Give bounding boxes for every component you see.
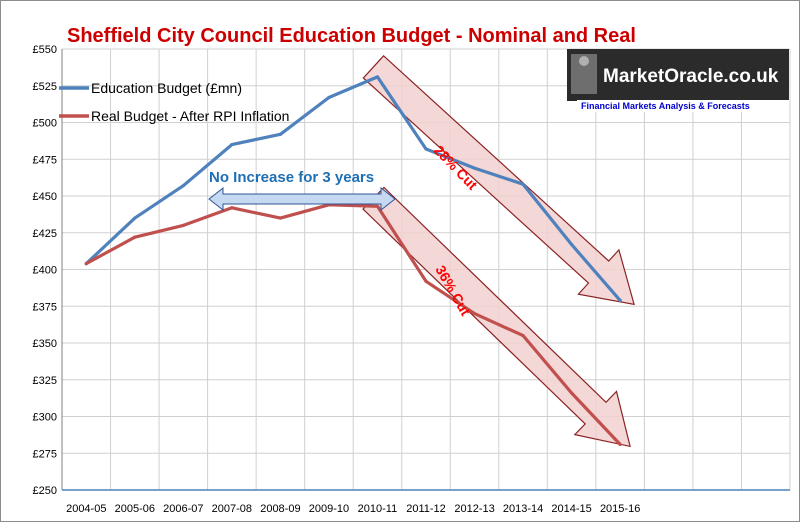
y-tick-label: £400: [33, 265, 57, 277]
flat-period-label: No Increase for 3 years: [209, 169, 374, 186]
data-point-1: [84, 262, 88, 266]
y-tick-label: £275: [33, 448, 57, 460]
data-point-0: [375, 75, 380, 79]
data-point-0: [133, 216, 137, 220]
series-layer: [84, 75, 622, 447]
data-point-0: [230, 142, 234, 147]
double-arrow-icon: [208, 186, 396, 212]
series-line-0: [84, 75, 622, 302]
y-tick-label: £325: [33, 375, 57, 387]
logo-tagline-bg: [577, 100, 789, 112]
logo-name: MarketOracle.co.uk: [603, 66, 779, 87]
logo-background: [567, 49, 789, 101]
data-point-0: [521, 182, 525, 186]
legend-label-real: Real Budget - After RPI Inflation: [91, 108, 289, 124]
legend-label-nominal: Education Budget (£mn): [91, 80, 242, 96]
x-tick-label: 2011-12: [406, 503, 446, 515]
logo-tagline: Financial Markets Analysis & Forecasts: [581, 101, 750, 111]
data-point-0: [278, 132, 282, 136]
y-tick-label: £350: [33, 338, 57, 350]
y-tick-label: £425: [33, 228, 57, 240]
data-point-1: [278, 216, 282, 220]
flat-period-annotation: No Increase for 3 years: [208, 169, 396, 212]
x-tick-label: 2005-06: [115, 503, 155, 515]
y-tick-label: £525: [33, 81, 57, 93]
data-point-0: [327, 95, 331, 100]
real-cut-arrow: [362, 186, 631, 448]
data-point-1: [618, 442, 622, 447]
data-point-1: [472, 312, 477, 316]
series-line-1: [84, 203, 622, 446]
legend: Education Budget (£mn) Real Budget - Aft…: [59, 80, 289, 124]
x-tick-label: 2013-14: [503, 503, 543, 515]
x-tick-label: 2008-09: [260, 503, 300, 515]
x-tick-label: 2010-11: [358, 503, 398, 515]
data-point-1: [133, 235, 137, 239]
x-tick-label: 2004-05: [66, 503, 106, 515]
y-tick-label: £475: [33, 154, 57, 166]
data-point-1: [230, 206, 234, 210]
data-point-0: [424, 147, 428, 151]
y-tick-label: £375: [33, 301, 57, 313]
x-tick-label: 2015-16: [600, 503, 640, 515]
y-tick-label: £550: [33, 44, 57, 56]
data-point-1: [424, 279, 428, 283]
y-tick-label: £500: [33, 118, 57, 130]
x-tick-label: 2012-13: [454, 503, 494, 515]
y-tick-label: £250: [33, 485, 57, 497]
y-tick-label: £450: [33, 191, 57, 203]
x-tick-label: 2009-10: [309, 503, 349, 515]
marketoracle-logo: MarketOracle.co.uk Financial Markets Ana…: [567, 49, 789, 112]
nominal-cut-arrow: [362, 54, 635, 306]
y-tick-label: £300: [33, 412, 57, 424]
x-tick-label: 2014-15: [551, 503, 591, 515]
axis-layer: £250 £275 £300 £325 £350 £375 £400 £425 £450 £475…: [33, 44, 790, 515]
data-point-1: [375, 204, 380, 208]
data-point-1: [181, 223, 185, 227]
data-point-1: [521, 334, 525, 338]
x-tick-label: 2007-08: [212, 503, 252, 515]
data-point-1: [570, 391, 574, 395]
data-point-0: [618, 298, 622, 302]
data-point-0: [472, 166, 477, 170]
data-point-0: [181, 184, 185, 188]
chart-title: Sheffield City Council Education Budget …: [67, 25, 636, 47]
data-point-0: [570, 242, 574, 247]
oracle-statue-head-icon: [579, 56, 589, 66]
x-tick-label: 2006-07: [163, 503, 203, 515]
